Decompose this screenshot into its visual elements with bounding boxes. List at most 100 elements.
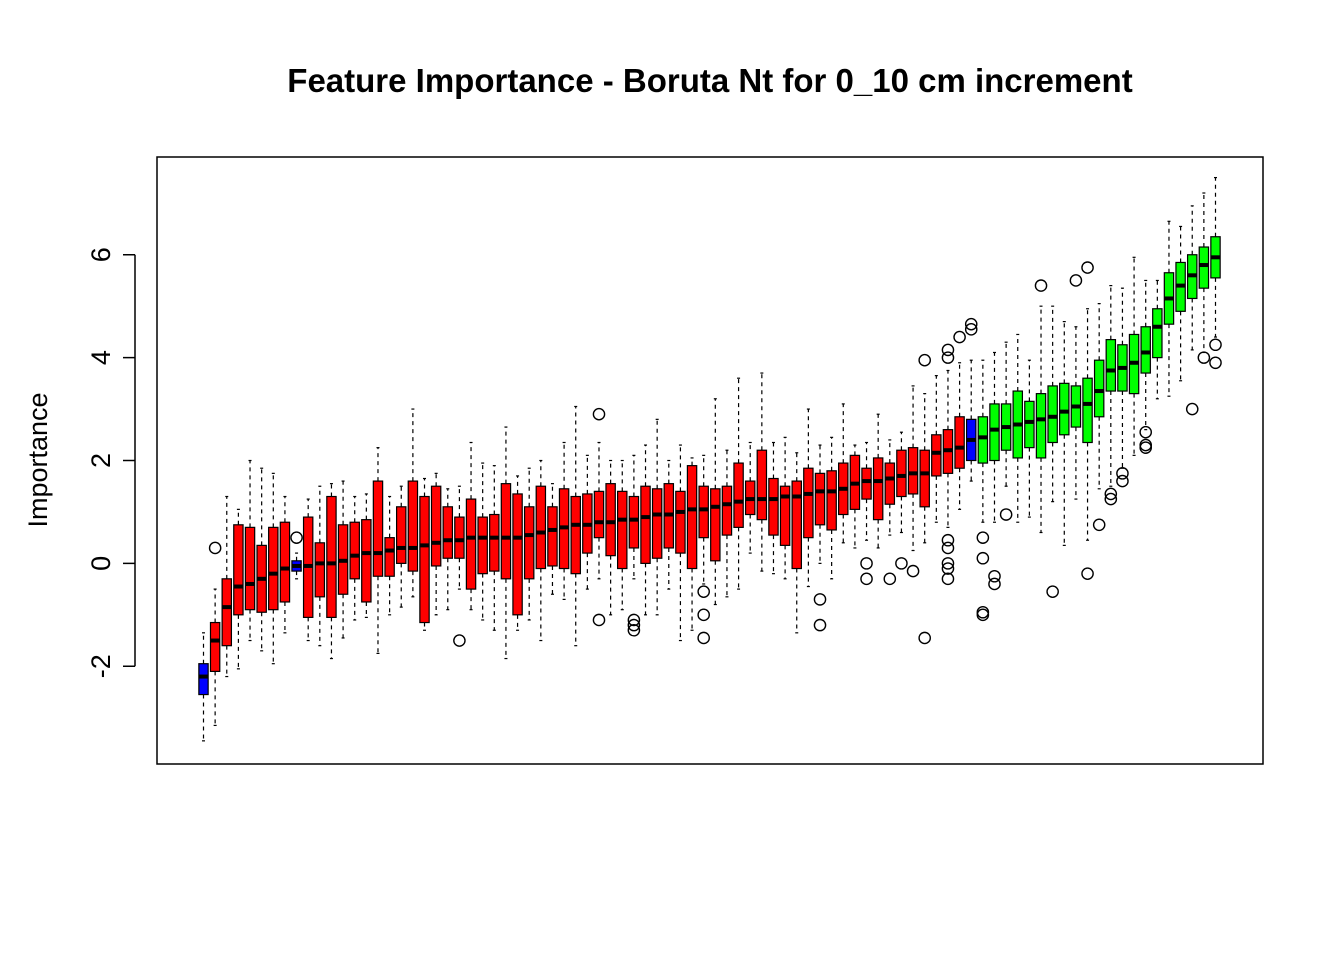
box-76 <box>1069 274 1083 500</box>
iqr-box <box>919 449 930 508</box>
box-37 <box>617 459 628 611</box>
iqr-box <box>407 480 419 572</box>
box-39 <box>640 444 651 616</box>
box-36 <box>605 459 616 616</box>
box-16 <box>372 447 384 655</box>
box-80 <box>1116 287 1129 488</box>
box-59 <box>872 413 884 549</box>
outlier-point <box>964 323 978 336</box>
box-34 <box>582 454 593 590</box>
outlier-point <box>918 631 931 645</box>
box-65 <box>941 343 955 586</box>
box-56 <box>838 403 849 544</box>
box-81 <box>1128 256 1140 456</box>
box-68 <box>976 359 990 622</box>
iqr-box <box>884 462 896 505</box>
box-9 <box>290 531 303 580</box>
iqr-box <box>372 480 384 577</box>
outlier-point <box>941 533 955 547</box>
box-23 <box>453 485 466 647</box>
box-63 <box>918 353 931 645</box>
iqr-box <box>454 516 465 559</box>
iqr-box <box>268 526 279 611</box>
y-tick-label: -2 <box>86 654 116 678</box>
box-25 <box>477 462 488 621</box>
box-55 <box>826 436 837 580</box>
iqr-box <box>221 578 233 647</box>
iqr-box <box>465 498 477 590</box>
iqr-box <box>349 521 360 580</box>
chart-title: Feature Importance - Boruta Nt for 0_10 … <box>287 62 1132 99</box>
box-27 <box>500 426 512 660</box>
iqr-box <box>279 521 291 603</box>
outlier-point <box>1104 487 1118 501</box>
box-47 <box>733 377 744 590</box>
iqr-box <box>395 506 407 564</box>
outlier-point <box>813 593 827 606</box>
box-14 <box>349 495 360 621</box>
iqr-box <box>931 434 942 477</box>
outlier-point <box>941 541 955 555</box>
outlier-point <box>906 564 920 578</box>
box-29 <box>523 467 535 621</box>
outlier-point <box>1209 338 1222 352</box>
box-2 <box>208 541 222 727</box>
iqr-box <box>477 516 488 575</box>
box-44 <box>697 454 710 645</box>
iqr-box <box>640 485 651 564</box>
iqr-box <box>535 485 547 570</box>
outlier-point <box>895 557 908 570</box>
outlier-point <box>453 634 466 647</box>
box-26 <box>489 465 500 631</box>
y-axis-label: Importance <box>23 392 53 527</box>
outlier-point <box>813 618 827 632</box>
outlier-point <box>208 541 222 555</box>
outlier-point <box>697 585 710 598</box>
iqr-box <box>326 495 337 618</box>
box-86 <box>1185 205 1199 416</box>
iqr-box <box>570 495 581 575</box>
outlier-point <box>697 608 710 622</box>
iqr-box <box>756 449 768 521</box>
iqr-box <box>651 488 663 559</box>
outlier-point <box>918 353 931 367</box>
y-tick-label: 2 <box>86 453 116 468</box>
outlier-point <box>941 557 955 570</box>
iqr-box <box>361 519 372 603</box>
iqr-box <box>244 526 256 611</box>
iqr-box <box>977 416 989 464</box>
outlier-point <box>1139 441 1153 454</box>
outlier-point <box>1185 402 1199 416</box>
iqr-box <box>1047 385 1058 444</box>
iqr-box <box>896 449 907 498</box>
box-46 <box>721 449 733 598</box>
box-41 <box>663 459 675 590</box>
outlier-point <box>1104 492 1118 506</box>
outlier-point <box>976 605 990 619</box>
outlier-point <box>988 577 1001 591</box>
iqr-box <box>686 465 698 570</box>
box-8 <box>279 495 291 634</box>
box-21 <box>430 472 442 616</box>
outlier-point <box>883 572 897 586</box>
box-50 <box>768 441 779 575</box>
iqr-box <box>605 483 616 557</box>
y-tick-label: 0 <box>86 556 116 571</box>
box-66 <box>953 330 966 510</box>
box-58 <box>860 441 873 586</box>
outlier-point <box>1081 261 1094 274</box>
iqr-box <box>442 506 454 559</box>
iqr-box <box>233 524 244 616</box>
y-tick-label: 6 <box>86 247 116 262</box>
iqr-box <box>954 416 965 469</box>
iqr-box <box>779 485 791 546</box>
box-4 <box>233 508 244 670</box>
box-45 <box>710 398 721 606</box>
box-70 <box>999 341 1013 521</box>
outlier-point <box>627 623 641 637</box>
outlier-point <box>976 531 990 544</box>
box-74 <box>1046 305 1059 598</box>
outlier-point <box>1209 356 1222 370</box>
outlier-point <box>1069 274 1083 287</box>
box-24 <box>465 441 477 611</box>
